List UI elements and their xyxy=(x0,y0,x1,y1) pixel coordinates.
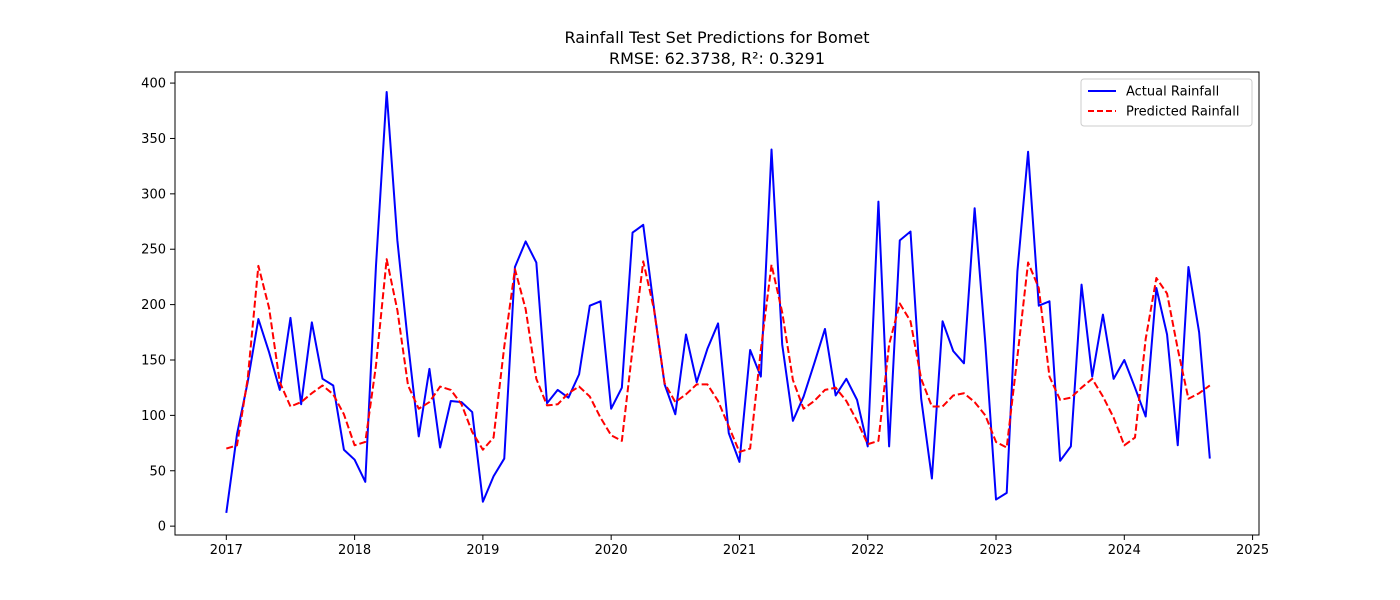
x-tick-label: 2024 xyxy=(1108,543,1141,558)
legend-label-actual-rainfall: Actual Rainfall xyxy=(1126,85,1219,100)
x-tick-label: 2021 xyxy=(723,543,756,558)
y-tick-label: 50 xyxy=(149,464,166,479)
x-tick-label: 2023 xyxy=(979,543,1012,558)
y-tick-label: 200 xyxy=(141,298,166,313)
y-axis: 0 50 100 150 200 250 300 350 400 xyxy=(141,77,175,535)
plot-area xyxy=(174,71,1260,536)
x-tick-label: 2022 xyxy=(851,543,884,558)
x-tick-label: 2019 xyxy=(466,543,499,558)
y-tick-label: 250 xyxy=(141,243,166,258)
x-tick-label: 2020 xyxy=(595,543,628,558)
y-tick-label: 300 xyxy=(141,187,166,202)
legend: Actual Rainfall Predicted Rainfall xyxy=(1080,78,1253,127)
plot-frame xyxy=(174,71,1260,536)
x-axis: 2017 2018 2019 2020 2021 2022 2023 2024 2025 xyxy=(210,535,1269,558)
x-tick-label: 2017 xyxy=(210,543,243,558)
y-tick-label: 350 xyxy=(141,132,166,147)
legend-box xyxy=(1080,78,1253,127)
series-line-predicted-rainfall xyxy=(226,258,1211,453)
y-tick-label: 100 xyxy=(141,409,166,424)
y-tick-label: 400 xyxy=(141,77,166,92)
series-layer xyxy=(225,90,1211,513)
chart-title: Rainfall Test Set Predictions for Bomet xyxy=(565,28,870,47)
y-tick-label: 150 xyxy=(141,353,166,368)
chart-subtitle: RMSE: 62.3738, R²: 0.3291 xyxy=(609,49,825,68)
x-tick-label: 2025 xyxy=(1236,543,1269,558)
y-tick-label: 0 xyxy=(158,520,166,535)
x-tick-label: 2018 xyxy=(338,543,371,558)
series-line-actual-rainfall xyxy=(225,90,1211,513)
legend-label-predicted-rainfall: Predicted Rainfall xyxy=(1126,105,1240,120)
